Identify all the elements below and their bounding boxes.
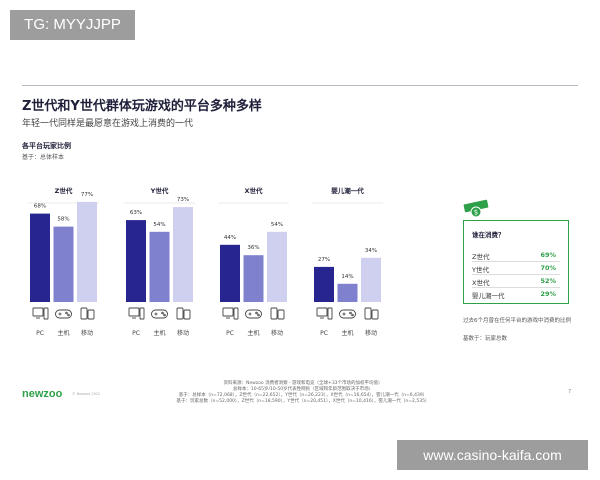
data-label: 63% [130, 210, 142, 216]
category-label: 主机 [341, 329, 353, 337]
source-line: 资料来源：Newzoo 消费者洞察 - 游戏和电竞（全球+33个市场的加权平均值… [223, 381, 383, 386]
phone-icon [176, 307, 191, 320]
watermark-top: TG: MYYJJPP [10, 10, 135, 40]
source-line: 基于：总样本（n=72,068），Z世代（n=22,652），Y世代（n=26,… [178, 393, 428, 398]
category-label: 移动 [81, 329, 93, 337]
page-number: 7 [568, 389, 572, 395]
pc-icon [32, 307, 49, 320]
newzoo-logo: newzoo [22, 388, 63, 400]
spending-value: 52% [540, 277, 556, 285]
source-line: 基于：玩家总数（n=52,000），Z世代（n=18,590），Y世代（n=20… [176, 399, 430, 404]
bar [30, 213, 50, 302]
category-label: 主机 [247, 329, 259, 337]
page-subtitle: 年轻一代同样是最愿意在游戏上消费的一代 [22, 119, 194, 129]
spending-row: X世代 52% [472, 277, 560, 288]
spending-label: Z世代 [472, 253, 490, 261]
data-label: 14% [341, 274, 353, 280]
bar [149, 231, 170, 302]
spending-panel: 谁在消费？ Z世代 69% Y世代 70% X世代 52% 婴儿潮一代 29% [463, 220, 569, 304]
category-label: PC [226, 330, 234, 337]
pc-icon [316, 307, 333, 320]
category-label: PC [36, 330, 44, 337]
data-label: 68% [34, 204, 46, 210]
data-label: 54% [153, 222, 165, 228]
spending-row: Z世代 69% [472, 251, 560, 262]
bar [220, 244, 240, 302]
source-notes: 资料来源：Newzoo 消费者洞察 - 游戏和电竞（全球+33个市场的加权平均值… [168, 381, 438, 405]
bar [243, 255, 264, 302]
data-label: 34% [365, 248, 377, 254]
spending-label: X世代 [472, 279, 490, 287]
group-label: 婴儿潮一代 [331, 186, 364, 195]
gamepad-icon [151, 309, 168, 319]
phone-icon [364, 307, 379, 320]
spending-label: 婴儿潮一代 [472, 292, 505, 300]
category-label: 移动 [271, 329, 283, 337]
category-label: PC [132, 330, 140, 337]
spending-note: 过去6个月曾在任何平台的游戏中消费的比例 [463, 318, 572, 324]
bar [267, 231, 287, 302]
data-label: 44% [224, 235, 236, 241]
bar [337, 283, 358, 302]
spending-note-base: 基数于：玩家总数 [463, 336, 508, 342]
source-line: 总样本：10-65岁/10-50岁代表性网民（区域和年龄范围取决于市场） [232, 387, 374, 392]
spending-value: 70% [540, 264, 556, 272]
logo-caption: © Newzoo 2022 [72, 392, 101, 396]
chart-title: 各平台玩家比例 [22, 142, 71, 150]
watermark-bottom: www.casino-kaifa.com [397, 440, 588, 470]
pc-icon [128, 307, 145, 320]
data-label: 77% [81, 192, 93, 198]
page-title: Z世代和Y世代群体玩游戏的平台多种多样 [22, 99, 262, 114]
spending-value: 69% [540, 251, 556, 259]
bar [126, 220, 146, 302]
svg-text:$: $ [474, 209, 478, 217]
data-label: 58% [57, 217, 69, 223]
data-label: 73% [177, 197, 189, 203]
top-divider [22, 85, 578, 86]
bar [77, 201, 97, 302]
spending-label: Y世代 [472, 266, 489, 274]
spending-value: 29% [540, 290, 556, 298]
bar [314, 266, 334, 302]
phone-icon [80, 307, 95, 320]
category-label: 主机 [57, 329, 69, 337]
group-label: X世代 [244, 186, 263, 195]
bar [53, 226, 74, 302]
gamepad-icon [245, 309, 262, 319]
spending-row: 婴儿潮一代 29% [472, 290, 560, 300]
money-icon: $ [463, 199, 489, 218]
spending-row: Y世代 70% [472, 264, 560, 275]
group-label: Z世代 [55, 186, 73, 195]
category-label: PC [320, 330, 328, 337]
gamepad-icon [55, 309, 72, 319]
data-label: 36% [247, 245, 259, 251]
bar [173, 207, 193, 302]
bar [361, 257, 381, 302]
gamepad-icon [339, 309, 356, 319]
category-label: 移动 [365, 329, 377, 337]
chart-base-label: 基于：总体样本 [22, 154, 65, 161]
category-label: 主机 [153, 329, 165, 337]
data-label: 54% [271, 222, 283, 228]
spending-heading: 谁在消费？ [472, 231, 505, 239]
group-label: Y世代 [150, 186, 169, 195]
category-label: 移动 [177, 329, 189, 337]
data-label: 27% [318, 257, 330, 263]
pc-icon [222, 307, 239, 320]
phone-icon [270, 307, 285, 320]
